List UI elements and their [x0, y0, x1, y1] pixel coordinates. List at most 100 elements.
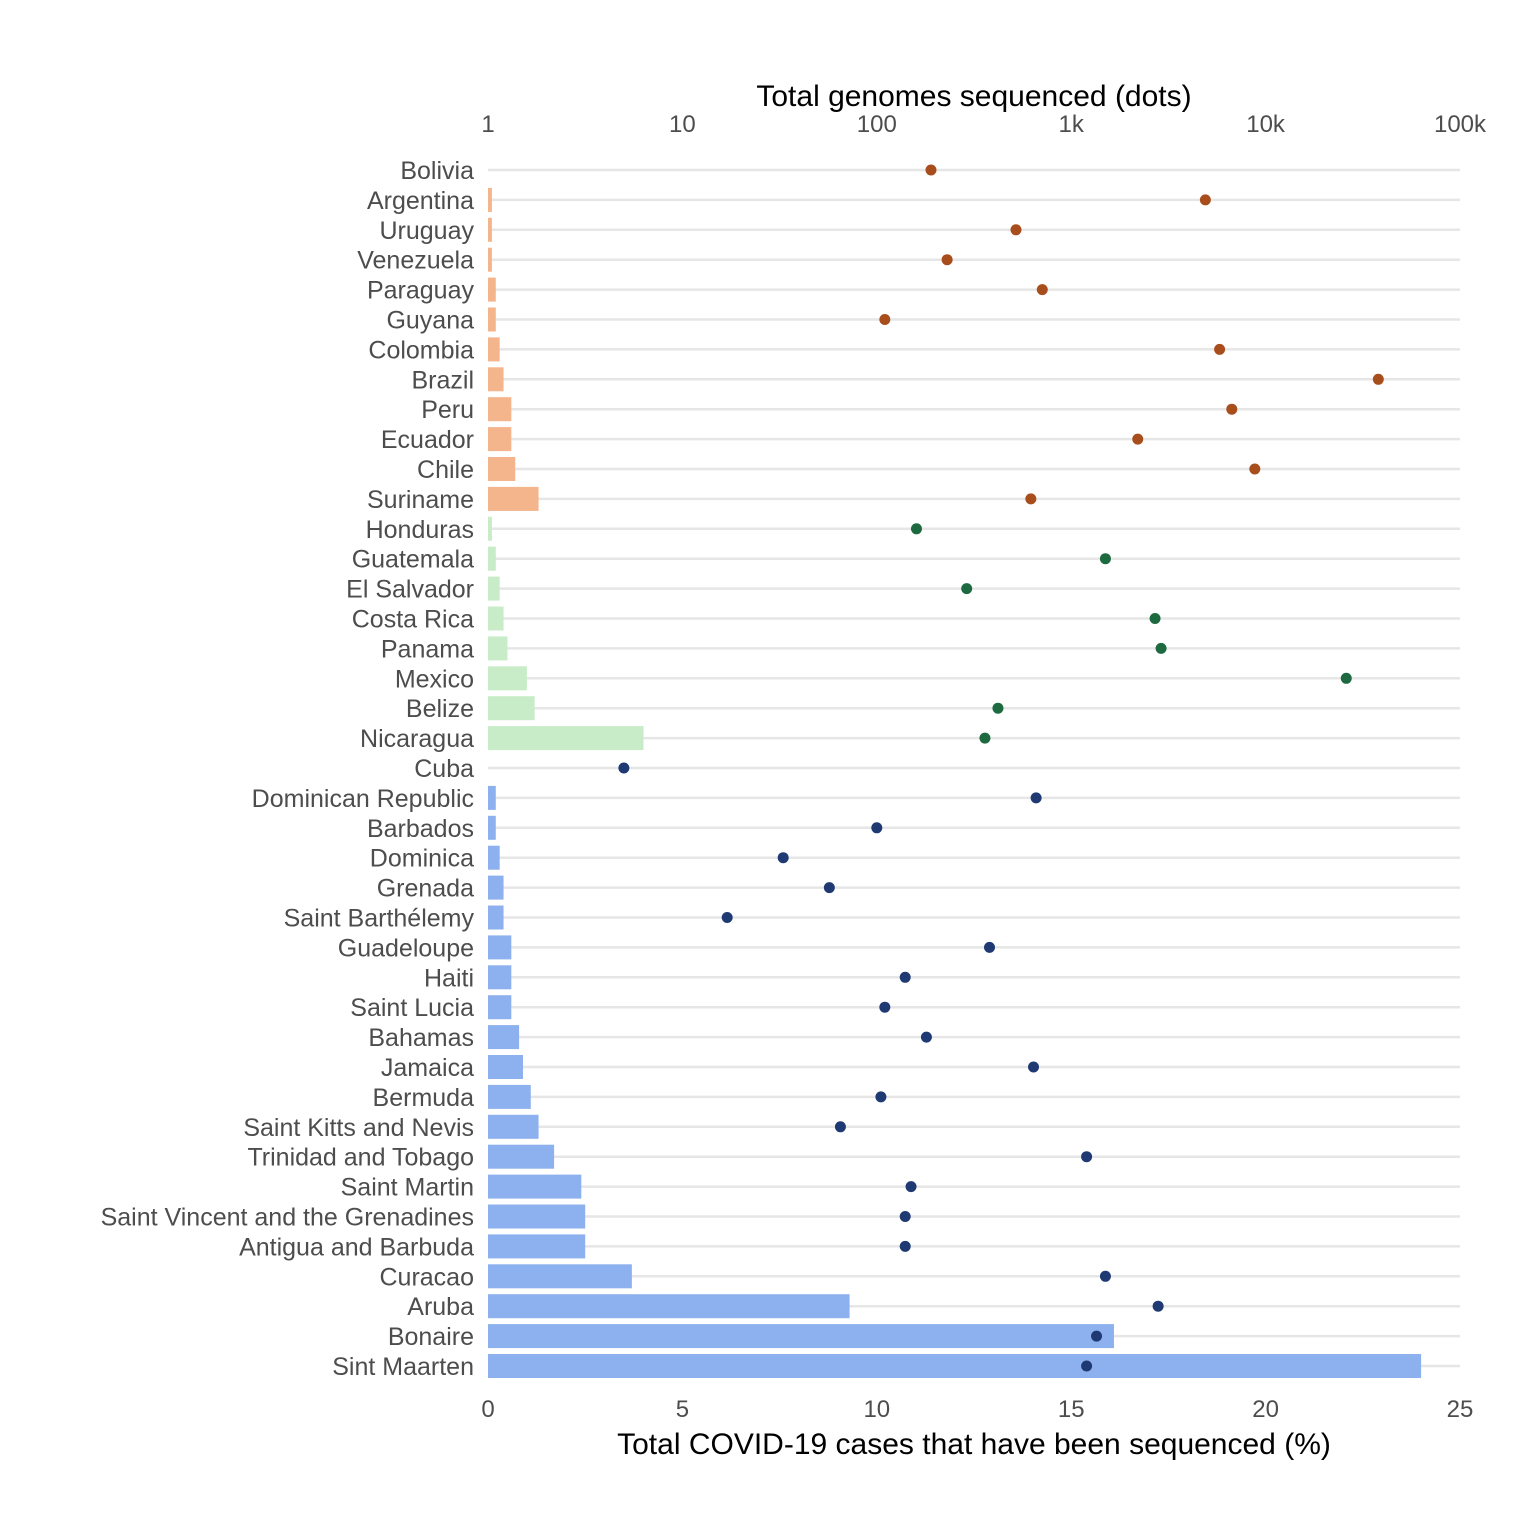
bar-colombia: [488, 337, 500, 362]
bar-antigua-and-barbuda: [488, 1234, 586, 1259]
x-tick-15: 15: [1058, 1396, 1085, 1423]
category-label-mexico: Mexico: [395, 665, 474, 693]
category-label-sint-maarten: Sint Maarten: [332, 1353, 474, 1381]
category-label-saint-barth-lemy: Saint Barthélemy: [284, 905, 475, 933]
dot-haiti: [899, 971, 911, 983]
dot-uruguay: [1010, 224, 1022, 236]
bar-saint-lucia: [488, 995, 512, 1020]
bar-guadeloupe: [488, 935, 512, 960]
bar-suriname: [488, 486, 539, 511]
dot-aruba: [1152, 1300, 1164, 1312]
bar-saint-barth-lemy: [488, 905, 504, 930]
dot-guyana: [879, 314, 891, 325]
top-axis-ticks: 1 10 100 1k 10k 100k: [481, 111, 1487, 138]
dot-bonaire: [1091, 1330, 1103, 1342]
category-label-dominican-republic: Dominican Republic: [252, 785, 474, 813]
bar-dominican-republic: [488, 785, 496, 810]
x-tick-10: 10: [863, 1396, 890, 1423]
bar-aruba: [488, 1294, 850, 1319]
category-label-paraguay: Paraguay: [367, 277, 475, 305]
x2-tick-10: 10: [669, 111, 696, 138]
dot-paraguay: [1036, 284, 1048, 296]
bar-haiti: [488, 965, 512, 990]
category-label-suriname: Suriname: [367, 486, 474, 514]
dot-colombia: [1214, 343, 1226, 355]
category-label-aruba: Aruba: [407, 1293, 474, 1321]
bar-grenada: [488, 875, 504, 900]
dot-panama: [1155, 642, 1167, 654]
dot-bahamas: [920, 1031, 932, 1043]
bar-panama: [488, 636, 508, 661]
category-label-antigua-and-barbuda: Antigua and Barbuda: [239, 1233, 474, 1261]
bar-sint-maarten: [488, 1354, 1422, 1378]
bar-saint-martin: [488, 1174, 582, 1199]
bar-nicaragua: [488, 726, 644, 751]
x2-tick-1: 1: [481, 111, 494, 138]
dot-belize: [992, 702, 1004, 714]
bar-honduras: [488, 516, 492, 541]
dot-saint-vincent-and-the-grenadines: [899, 1211, 911, 1222]
category-label-guatemala: Guatemala: [352, 546, 474, 574]
bar-costa-rica: [488, 606, 504, 631]
bar-argentina: [488, 187, 492, 212]
category-label-saint-martin: Saint Martin: [341, 1174, 474, 1202]
category-label-peru: Peru: [421, 396, 474, 424]
dot-dominican-republic: [1030, 792, 1042, 804]
dot-peru: [1226, 403, 1238, 415]
bar-guyana: [488, 307, 496, 332]
category-label-bonaire: Bonaire: [388, 1323, 474, 1351]
category-label-guyana: Guyana: [386, 307, 474, 335]
x2-tick-10k: 10k: [1246, 111, 1286, 138]
category-label-venezuela: Venezuela: [357, 247, 474, 275]
category-label-saint-lucia: Saint Lucia: [350, 994, 474, 1022]
category-label-bahamas: Bahamas: [368, 1024, 474, 1052]
dot-saint-martin: [905, 1181, 917, 1193]
category-label-argentina: Argentina: [367, 187, 474, 215]
bar-trinidad-and-tobago: [488, 1144, 555, 1169]
dot-brazil: [1372, 373, 1384, 385]
x2-tick-1k: 1k: [1059, 111, 1085, 138]
dot-argentina: [1199, 194, 1211, 206]
bar-bermuda: [488, 1084, 531, 1109]
x-axis-ticks: 0 5 10 15 20 25: [481, 1396, 1473, 1423]
category-label-honduras: Honduras: [366, 516, 474, 544]
category-label-grenada: Grenada: [377, 875, 474, 903]
x-tick-20: 20: [1252, 1396, 1279, 1423]
bar-belize: [488, 696, 535, 721]
dot-curacao: [1099, 1270, 1111, 1282]
bar-chile: [488, 457, 516, 481]
category-label-panama: Panama: [381, 635, 474, 663]
bar-bonaire: [488, 1324, 1114, 1349]
bar-el-salvador: [488, 576, 500, 601]
dot-dominica: [777, 852, 789, 864]
category-label-colombia: Colombia: [368, 336, 474, 364]
category-label-chile: Chile: [417, 456, 474, 484]
bar-saint-kitts-and-nevis: [488, 1114, 539, 1139]
dot-grenada: [823, 882, 835, 894]
dot-costa-rica: [1149, 613, 1161, 624]
dots: [618, 164, 1384, 1372]
bar-mexico: [488, 666, 527, 691]
dot-jamaica: [1028, 1061, 1040, 1073]
dot-bermuda: [875, 1091, 887, 1103]
dot-saint-lucia: [879, 1001, 891, 1013]
x-tick-5: 5: [676, 1396, 689, 1423]
bar-bahamas: [488, 1025, 520, 1050]
bar-jamaica: [488, 1055, 523, 1079]
x-tick-25: 25: [1447, 1396, 1474, 1423]
dot-venezuela: [941, 254, 953, 266]
category-label-jamaica: Jamaica: [381, 1054, 474, 1082]
category-label-belize: Belize: [406, 695, 474, 723]
bar-saint-vincent-and-the-grenadines: [488, 1204, 586, 1229]
bar-guatemala: [488, 546, 496, 571]
bar-barbados: [488, 815, 496, 840]
bar-brazil: [488, 367, 504, 392]
category-labels: BoliviaArgentinaUruguayVenezuelaParaguay…: [101, 157, 475, 1381]
x-tick-0: 0: [481, 1396, 494, 1423]
category-label-nicaragua: Nicaragua: [360, 725, 474, 753]
dot-barbados: [871, 822, 883, 834]
category-label-trinidad-and-tobago: Trinidad and Tobago: [247, 1144, 474, 1172]
category-label-bermuda: Bermuda: [373, 1084, 475, 1112]
x2-tick-100k: 100k: [1434, 111, 1487, 138]
